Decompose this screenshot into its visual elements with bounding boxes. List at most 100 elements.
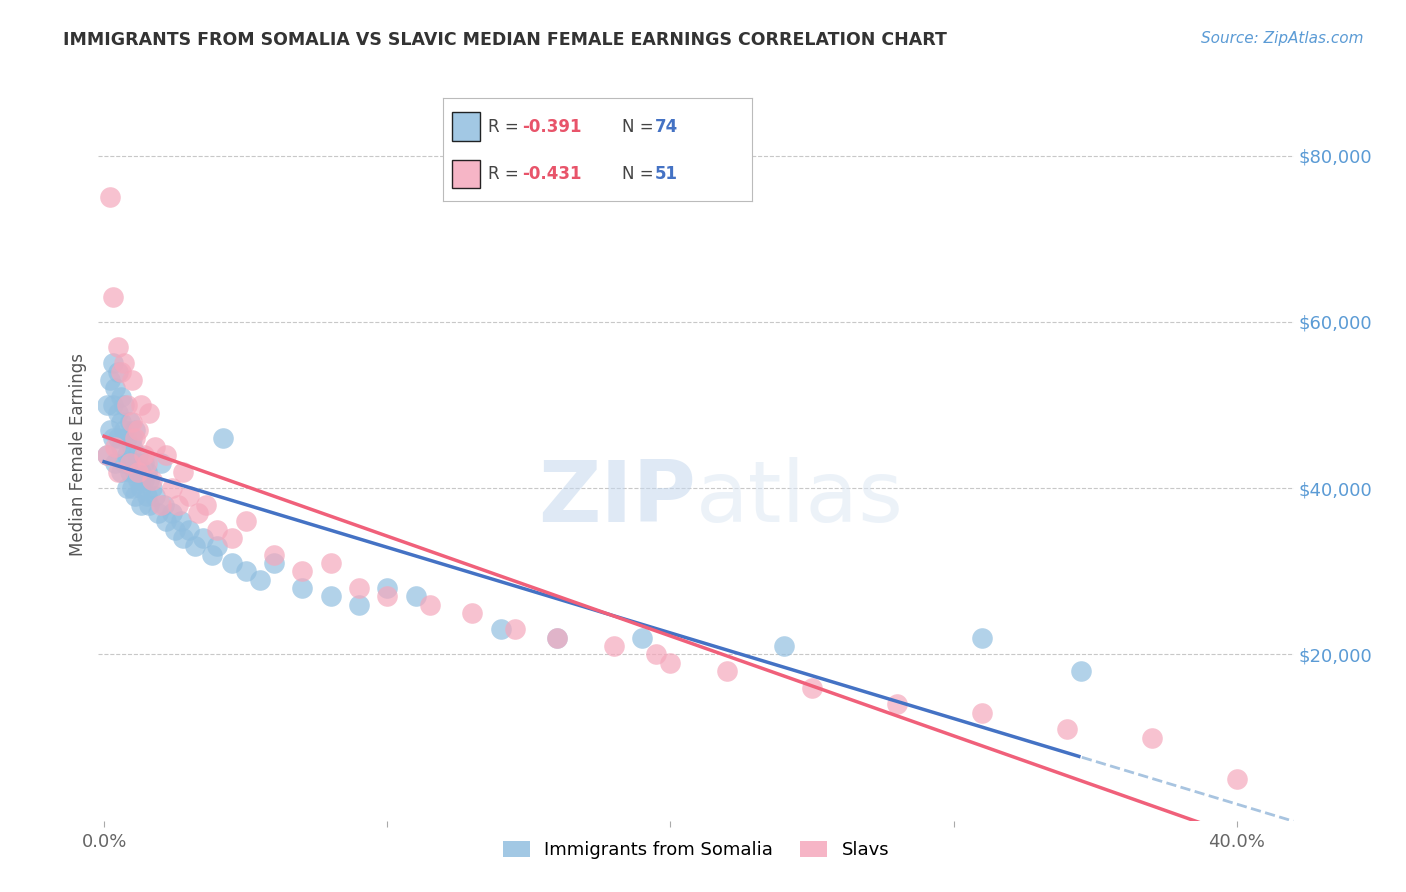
Point — [107, 340, 129, 354]
Point — [110, 465, 132, 479]
Point — [104, 440, 127, 454]
Point — [143, 440, 166, 454]
Point — [1056, 723, 1078, 737]
Point — [659, 656, 682, 670]
Point — [155, 515, 177, 529]
Point — [166, 498, 188, 512]
Point — [172, 531, 194, 545]
Point — [135, 456, 157, 470]
Point — [716, 664, 738, 678]
Point — [489, 623, 512, 637]
Point — [115, 448, 138, 462]
Text: atlas: atlas — [696, 458, 904, 541]
FancyBboxPatch shape — [453, 112, 479, 141]
Point — [118, 465, 141, 479]
Y-axis label: Median Female Earnings: Median Female Earnings — [69, 353, 87, 557]
Point — [121, 431, 143, 445]
Point — [110, 440, 132, 454]
Point — [121, 456, 143, 470]
Point — [235, 515, 257, 529]
Point — [127, 448, 149, 462]
Point — [129, 465, 152, 479]
Point — [107, 431, 129, 445]
Point — [129, 481, 152, 495]
Point — [631, 631, 654, 645]
Point — [96, 448, 118, 462]
Point — [129, 498, 152, 512]
Point — [112, 398, 135, 412]
FancyBboxPatch shape — [453, 160, 479, 188]
Point — [405, 589, 427, 603]
Point — [110, 390, 132, 404]
Legend: Immigrants from Somalia, Slavs: Immigrants from Somalia, Slavs — [495, 834, 897, 866]
Point — [546, 631, 568, 645]
Text: N =: N = — [623, 165, 659, 183]
Point — [101, 398, 124, 412]
Point — [107, 465, 129, 479]
Point — [169, 515, 191, 529]
Point — [127, 473, 149, 487]
Point — [118, 415, 141, 429]
Point — [121, 373, 143, 387]
Point — [886, 698, 908, 712]
Point — [319, 589, 342, 603]
Point — [221, 556, 243, 570]
Point — [319, 556, 342, 570]
Point — [152, 498, 174, 512]
Point — [124, 431, 146, 445]
Point — [291, 581, 314, 595]
Point — [107, 365, 129, 379]
Point — [124, 423, 146, 437]
Point — [138, 498, 160, 512]
Point — [98, 190, 121, 204]
Point — [177, 523, 200, 537]
Point — [249, 573, 271, 587]
Point — [124, 465, 146, 479]
Point — [104, 456, 127, 470]
Point — [112, 456, 135, 470]
Point — [263, 548, 285, 562]
Point — [155, 448, 177, 462]
Point — [207, 539, 229, 553]
Point — [132, 456, 155, 470]
Point — [970, 631, 993, 645]
Point — [112, 423, 135, 437]
Point — [98, 373, 121, 387]
Point — [375, 581, 398, 595]
Point — [149, 498, 172, 512]
Text: R =: R = — [488, 165, 524, 183]
Text: N =: N = — [623, 118, 659, 136]
Point — [461, 606, 484, 620]
Text: 74: 74 — [655, 118, 678, 136]
Point — [110, 415, 132, 429]
Point — [603, 639, 626, 653]
Point — [129, 398, 152, 412]
Point — [98, 423, 121, 437]
Point — [118, 456, 141, 470]
Point — [172, 465, 194, 479]
Point — [135, 465, 157, 479]
Point — [970, 706, 993, 720]
Point — [127, 465, 149, 479]
Point — [1226, 772, 1249, 786]
Point — [1140, 731, 1163, 745]
Point — [177, 490, 200, 504]
Text: -0.391: -0.391 — [522, 118, 581, 136]
Point — [121, 415, 143, 429]
Point — [96, 398, 118, 412]
Point — [546, 631, 568, 645]
Point — [347, 598, 370, 612]
Point — [163, 523, 186, 537]
Point — [419, 598, 441, 612]
Point — [127, 456, 149, 470]
Point — [801, 681, 824, 695]
Point — [107, 406, 129, 420]
Point — [141, 481, 163, 495]
Point — [291, 564, 314, 578]
Point — [143, 490, 166, 504]
Point — [104, 381, 127, 395]
Point — [221, 531, 243, 545]
Point — [132, 473, 155, 487]
Text: ZIP: ZIP — [538, 458, 696, 541]
Point — [101, 290, 124, 304]
